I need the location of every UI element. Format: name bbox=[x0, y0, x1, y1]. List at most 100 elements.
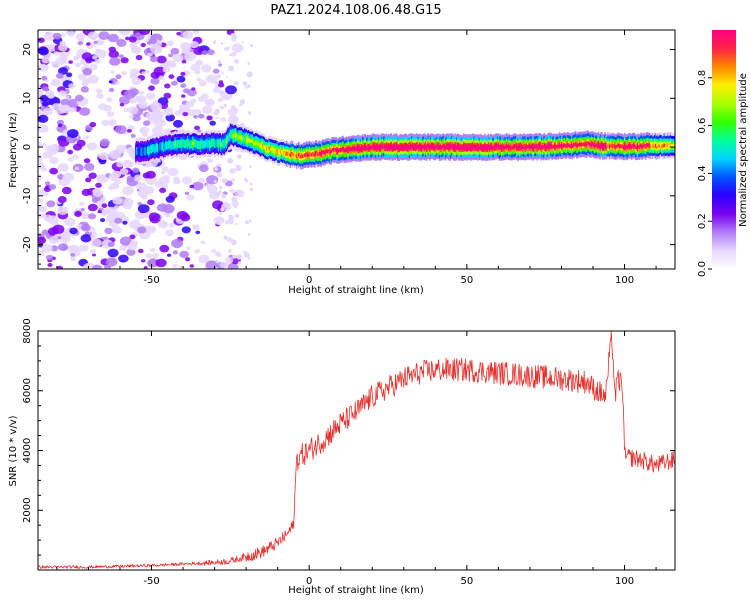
ridge-cell bbox=[336, 149, 338, 153]
ridge-cell bbox=[226, 135, 228, 144]
noise-blob bbox=[57, 206, 69, 215]
noise-speck bbox=[231, 196, 238, 203]
ridge-cell bbox=[651, 144, 653, 148]
noise-blob bbox=[80, 86, 89, 93]
ridge-cell bbox=[599, 145, 601, 149]
noise-speck bbox=[233, 108, 239, 113]
noise-speck bbox=[221, 90, 225, 94]
ridge-cell bbox=[455, 146, 457, 150]
snr-y-ticks: 2000 4000 6000 8000 bbox=[22, 318, 675, 556]
noise-blob bbox=[57, 123, 63, 128]
ridge-cell bbox=[221, 139, 224, 148]
ridge-cell bbox=[141, 146, 143, 155]
ridge-cell bbox=[548, 145, 550, 150]
ridge-cell bbox=[456, 144, 459, 148]
ridge-cell bbox=[522, 144, 524, 148]
ridge-cell bbox=[229, 132, 231, 141]
ridge-cell bbox=[333, 148, 335, 152]
ridge-cell bbox=[530, 145, 533, 149]
ridge-cell bbox=[459, 145, 461, 149]
ridge-cell bbox=[530, 144, 532, 148]
ridge-cell bbox=[214, 140, 216, 149]
ridge-cell bbox=[242, 135, 244, 144]
ridge-cell bbox=[384, 145, 386, 150]
ridge-cell bbox=[498, 146, 500, 150]
ridge-cell bbox=[517, 146, 519, 150]
ridge-cell bbox=[446, 144, 448, 148]
ridge-cell bbox=[448, 145, 450, 150]
noise-blob bbox=[148, 212, 160, 221]
ridge-cell bbox=[547, 143, 549, 148]
ridge-cell bbox=[363, 145, 366, 149]
ridge-cell bbox=[201, 138, 203, 147]
ridge-cell bbox=[577, 142, 579, 147]
noise-blob bbox=[171, 80, 178, 86]
noise-blob bbox=[98, 152, 110, 161]
noise-blob bbox=[206, 115, 213, 121]
ridge-cell bbox=[560, 144, 563, 148]
ridge-cell bbox=[540, 146, 542, 150]
noise-blob bbox=[212, 68, 220, 74]
ridge-cell bbox=[281, 150, 283, 154]
noise-blob bbox=[155, 258, 167, 268]
ridge-cell bbox=[353, 146, 355, 150]
noise-blob bbox=[134, 219, 140, 224]
ridge-cell bbox=[209, 140, 211, 149]
ridge-cell bbox=[515, 144, 517, 149]
ridge-cell bbox=[468, 145, 470, 149]
ridge-cell bbox=[369, 145, 371, 150]
ridge-cell bbox=[598, 144, 601, 149]
ridge-cell bbox=[512, 144, 515, 148]
ridge-cell bbox=[248, 138, 251, 146]
noise-speck bbox=[234, 256, 238, 259]
ridge-cell bbox=[653, 144, 655, 149]
ridge-cell bbox=[258, 143, 261, 147]
ridge-cell bbox=[274, 148, 277, 152]
ridge-cell bbox=[175, 140, 177, 148]
ridge-cell bbox=[376, 146, 378, 150]
noise-speck bbox=[244, 177, 247, 181]
noise-blob bbox=[161, 166, 169, 172]
noise-blob bbox=[163, 92, 172, 99]
ridge-cell bbox=[366, 146, 368, 150]
ridge-cell bbox=[533, 145, 535, 149]
noise-blob bbox=[186, 246, 191, 250]
ridge-cell bbox=[615, 145, 617, 149]
ridge-cell bbox=[311, 153, 313, 157]
noise-blob bbox=[163, 174, 171, 181]
noise-blob bbox=[101, 120, 110, 126]
noise-blob bbox=[112, 196, 123, 205]
noise-speck bbox=[248, 256, 251, 259]
ridge-cell bbox=[465, 145, 467, 149]
ridge-cell bbox=[306, 151, 308, 156]
ridge-cell bbox=[284, 152, 287, 156]
ridge-cell bbox=[463, 144, 465, 148]
ridge-cell bbox=[493, 145, 496, 149]
ridge-cell bbox=[140, 148, 143, 156]
ridge-cell bbox=[453, 146, 456, 150]
noise-speck bbox=[234, 213, 240, 219]
ridge-cell bbox=[430, 144, 433, 149]
noise-blob bbox=[100, 197, 107, 202]
ridge-cell bbox=[619, 145, 621, 149]
ridge-cell bbox=[181, 139, 184, 148]
noise-blob bbox=[231, 43, 244, 53]
ridge-cell bbox=[164, 143, 166, 152]
ridge-cell bbox=[590, 142, 592, 146]
ridge-cell bbox=[445, 146, 447, 150]
ridge-cell bbox=[578, 143, 580, 147]
noise-blob bbox=[173, 119, 183, 128]
ridge-cell bbox=[368, 146, 370, 150]
noise-speck bbox=[216, 172, 223, 178]
noise-blob bbox=[157, 220, 168, 229]
ridge-cell bbox=[153, 144, 155, 153]
noise-blob bbox=[126, 129, 132, 133]
ridge-cell bbox=[195, 139, 198, 148]
noise-blob bbox=[93, 40, 98, 44]
noise-blob bbox=[101, 203, 108, 208]
noise-blob bbox=[90, 238, 102, 248]
ridge-cell bbox=[659, 143, 661, 147]
ridge-cell bbox=[585, 141, 587, 146]
ridge-cell bbox=[520, 145, 523, 150]
ridge-cell bbox=[307, 153, 310, 157]
